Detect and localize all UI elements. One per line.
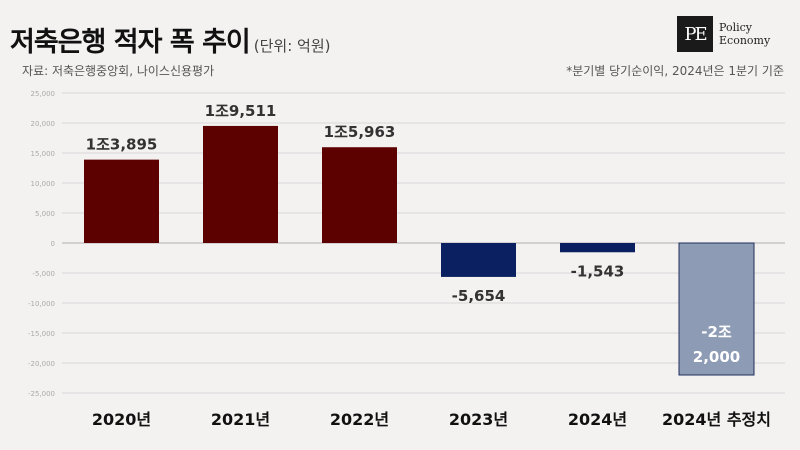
y-tick-label: -25,000: [28, 390, 55, 398]
bar: [203, 125, 278, 243]
logo-line1: Policy: [719, 21, 752, 34]
y-tick-label: 15,000: [31, 150, 56, 158]
y-tick-label: -20,000: [28, 360, 55, 368]
y-tick-label: 20,000: [31, 120, 56, 128]
logo-mark: PE: [677, 16, 713, 52]
data-label: 1조3,895: [86, 136, 158, 154]
y-tick-label: 0: [51, 240, 55, 248]
estimate-bar: [678, 242, 755, 376]
bar: [322, 147, 397, 243]
bar: [84, 159, 159, 243]
y-tick-label: 10,000: [31, 180, 56, 188]
x-tick-label: 2023년: [449, 410, 508, 429]
bar: [560, 243, 635, 253]
data-label: -5,654: [452, 287, 506, 305]
data-label: 2,000: [693, 348, 740, 366]
y-tick-label: -15,000: [28, 330, 55, 338]
unit-label: (단위: 억원): [253, 37, 331, 55]
logo-line2: Economy: [719, 34, 771, 47]
y-tick-label: 5,000: [35, 210, 55, 218]
source-note: 자료: 저축은행중앙회, 나이스신용평가: [22, 64, 215, 78]
y-tick-label: -5,000: [32, 270, 55, 278]
data-label: -1,543: [571, 262, 625, 280]
data-label: -2조: [701, 323, 732, 341]
footnote: *분기별 당기순이익, 2024년은 1분기 기준: [566, 64, 784, 78]
y-tick-label: -10,000: [28, 300, 55, 308]
x-tick-label: 2024년 추정치: [662, 410, 771, 429]
data-label: 1조5,963: [324, 123, 396, 141]
title-text: 저축은행 적자 폭 추이: [10, 27, 251, 58]
x-tick-label: 2022년: [330, 410, 389, 429]
x-tick-label: 2020년: [92, 410, 151, 429]
data-label: 1조9,511: [205, 102, 277, 120]
policy-economy-logo: PE Policy Economy: [677, 16, 770, 52]
y-tick-label: 25,000: [31, 90, 56, 98]
x-tick-label: 2021년: [211, 410, 270, 429]
bar: [441, 243, 516, 277]
logo-text: Policy Economy: [719, 21, 770, 47]
x-tick-label: 2024년: [568, 410, 627, 429]
chart-title: 저축은행 적자 폭 추이 (단위: 억원): [10, 20, 331, 59]
